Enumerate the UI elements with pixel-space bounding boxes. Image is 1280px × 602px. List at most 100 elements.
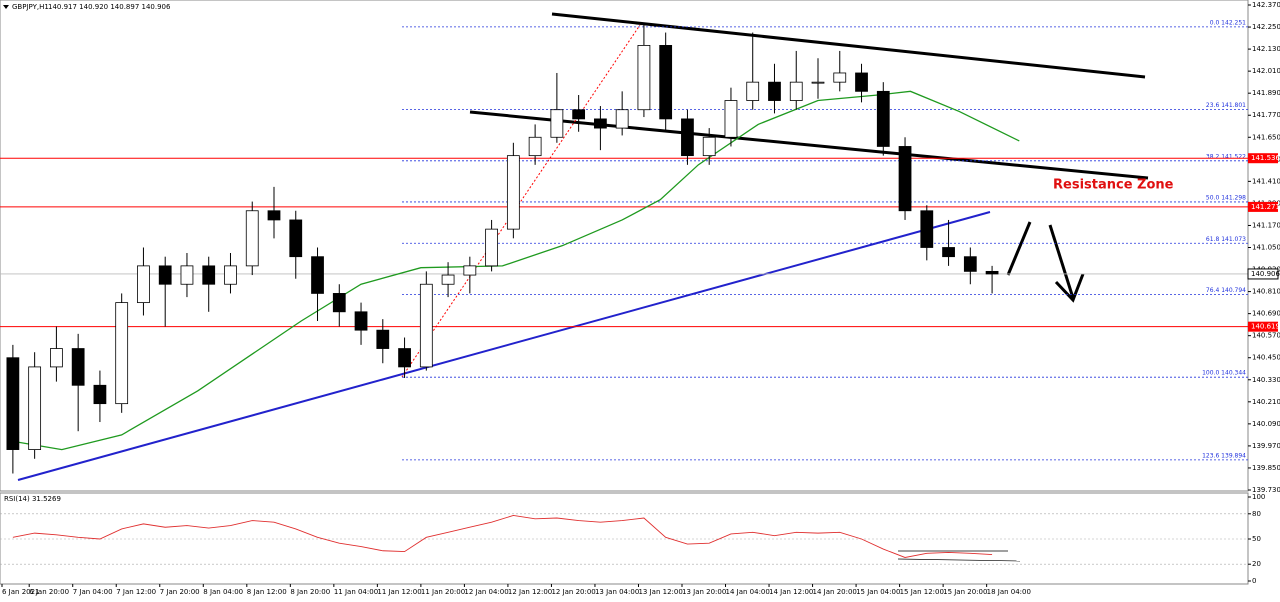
channel-upper: [551, 12, 1146, 79]
x-tick-label: 13 Jan 04:00: [595, 588, 639, 596]
candle-body: [50, 348, 63, 368]
candle-body: [833, 72, 847, 83]
candle-body: [158, 265, 172, 285]
x-tick-label: 14 Jan 12:00: [769, 588, 813, 596]
x-tick-label: 12 Jan 04:00: [464, 588, 508, 596]
candle-body: [942, 247, 955, 258]
candle-body: [637, 45, 651, 111]
y-tick-label: 140.090: [1252, 420, 1280, 428]
candle-body: [485, 228, 498, 267]
candle-body: [659, 45, 673, 120]
rsi-title: RSI(14) 31.5269: [4, 495, 61, 503]
support-trendline: [17, 211, 991, 481]
candle-body: [441, 274, 455, 285]
rsi-tick-label: 80: [1252, 510, 1261, 518]
fib-label: 38.2 141.522: [1206, 153, 1246, 160]
candle-body: [267, 210, 281, 221]
y-tick-label: 140.570: [1252, 332, 1280, 340]
fib-base: [401, 24, 641, 378]
rsi-tick-label: 50: [1252, 535, 1261, 543]
x-tick-label: 8 Jan 12:00: [247, 588, 287, 596]
y-tick-label: 141.410: [1252, 177, 1280, 185]
candle-body: [202, 265, 216, 285]
x-tick-label: 6 Jan 2021: [2, 588, 40, 596]
rsi-tick-label: 100: [1252, 493, 1265, 501]
candle-body: [180, 265, 194, 285]
y-tick-label: 140.210: [1252, 398, 1280, 406]
level-label: 141.536: [1251, 154, 1280, 162]
candle-body: [724, 100, 738, 138]
candle-body: [245, 210, 259, 267]
fib-label: 100.0 140.344: [1202, 370, 1246, 377]
x-tick-label: 8 Jan 20:00: [290, 588, 330, 596]
candle-body: [93, 384, 107, 405]
candle-body: [311, 256, 324, 294]
candle-body: [572, 109, 586, 120]
x-tick-label: 6 Jan 20:00: [29, 588, 69, 596]
arrow-up: [1006, 221, 1032, 276]
annotation: Resistance Zone: [1053, 178, 1174, 193]
y-tick-label: 139.970: [1252, 442, 1280, 450]
candle-body: [71, 348, 85, 386]
fib-label: 23.6 141.801: [1206, 102, 1246, 109]
y-tick-label: 142.010: [1252, 67, 1280, 75]
rsi-pane: [0, 492, 1249, 585]
level-label: 140.619: [1251, 323, 1280, 331]
fib-label: 61.8 141.073: [1206, 236, 1246, 243]
x-tick-label: 14 Jan 04:00: [726, 588, 770, 596]
candle-body: [332, 293, 346, 313]
candle-body: [615, 109, 629, 129]
x-tick-label: 14 Jan 20:00: [813, 588, 857, 596]
y-tick-label: 141.890: [1252, 89, 1280, 97]
y-tick-label: 141.170: [1252, 221, 1280, 229]
candle-body: [528, 136, 542, 157]
fib-label: 123.6 139.894: [1202, 452, 1246, 459]
rsi-line-b: [897, 558, 1021, 562]
x-tick-label: 8 Jan 04:00: [203, 588, 243, 596]
candle-body: [137, 265, 150, 304]
candle-body: [876, 90, 890, 147]
y-tick-label: 141.650: [1252, 133, 1280, 141]
x-tick-label: 11 Jan 04:00: [334, 588, 378, 596]
candle-body: [963, 256, 977, 272]
level-label: 141.271: [1251, 203, 1280, 211]
candle-body: [550, 109, 564, 138]
x-tick-label: 13 Jan 12:00: [638, 588, 682, 596]
rsi-tick-label: 0: [1252, 577, 1256, 585]
symbol: GBPJPY,H1: [12, 3, 49, 11]
quote: 140.917 140.920 140.897 140.906: [48, 3, 171, 11]
x-tick-label: 15 Jan 04:00: [856, 588, 900, 596]
candle-body: [506, 155, 520, 230]
candle-body: [354, 311, 368, 331]
rsi-line: [12, 515, 993, 558]
candle-body: [855, 72, 868, 92]
candle-body: [398, 348, 411, 368]
price-box: [1247, 268, 1279, 280]
arrow-down: [1048, 224, 1075, 299]
x-tick-label: 18 Jan 04:00: [987, 588, 1031, 596]
y-tick-label: 140.690: [1252, 310, 1280, 318]
x-tick-label: 7 Jan 12:00: [116, 588, 156, 596]
x-tick-label: 12 Jan 12:00: [508, 588, 552, 596]
y-tick-label: 139.850: [1252, 464, 1280, 472]
x-tick-label: 11 Jan 20:00: [421, 588, 465, 596]
candle-body: [376, 329, 390, 349]
y-tick-label: 142.130: [1252, 45, 1280, 53]
annotations: [17, 12, 1149, 562]
rsi-tick-label: 20: [1252, 560, 1261, 568]
main-pane: [0, 0, 1249, 492]
candle-body: [811, 81, 825, 84]
x-tick-label: 11 Jan 12:00: [377, 588, 421, 596]
candle-body: [289, 219, 303, 258]
x-tick-label: 15 Jan 12:00: [900, 588, 944, 596]
x-tick-label: 15 Jan 20:00: [943, 588, 987, 596]
fib-label: 0.0 142.251: [1210, 19, 1246, 26]
arrow-head: [1054, 273, 1085, 303]
fib-label: 76.4 140.794: [1206, 287, 1246, 294]
price-label: 140.906: [1251, 270, 1280, 278]
y-tick-label: 142.370: [1252, 1, 1280, 9]
y-tick-label: 140.450: [1252, 354, 1280, 362]
candle-body: [419, 283, 433, 368]
candle-body: [746, 81, 760, 101]
candle-body: [702, 136, 716, 157]
